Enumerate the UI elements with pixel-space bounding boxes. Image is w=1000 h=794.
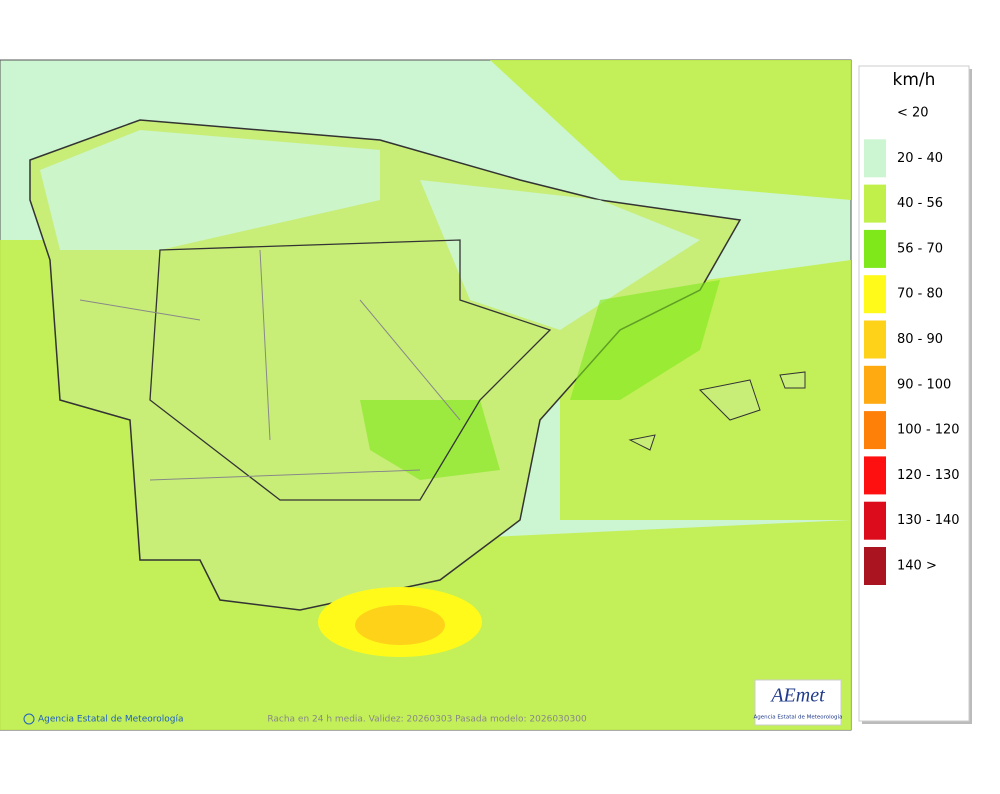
legend: km/h < 20 20 - 40 40 - 56 56 - 70 70 - 80 80 … (858, 65, 972, 724)
legend-swatch (864, 365, 886, 404)
legend-label: 140 > (897, 559, 937, 574)
legend-label: 20 - 40 (897, 151, 943, 166)
copyright-icon (23, 713, 35, 725)
logo-subtitle: Agencia Estatal de Meteorología (754, 714, 843, 721)
region-border (149, 239, 552, 501)
legend-label: 100 - 120 (897, 423, 960, 438)
logo-box (754, 679, 842, 726)
low-wind-zone (40, 130, 700, 330)
legend-swatch (864, 229, 886, 268)
legend-swatch (864, 411, 886, 450)
wind-zone (360, 280, 720, 480)
legend-swatch (864, 184, 886, 223)
province-border (79, 249, 461, 481)
legend-label: 40 - 56 (897, 196, 943, 211)
legend-swatch (864, 320, 886, 359)
legend-swatch (864, 139, 886, 178)
legend-unit: km/h (893, 70, 936, 90)
map-caption: Racha en 24 h media. Validez: 20260303 P… (267, 715, 587, 725)
wind-zone (355, 605, 445, 645)
legend-swatch (864, 547, 886, 585)
legend-label: 130 - 140 (897, 513, 960, 528)
legend-label: 90 - 100 (897, 377, 951, 392)
legend-label: < 20 (897, 106, 929, 121)
logo: AEmet (769, 685, 825, 707)
balearic-islands (628, 371, 806, 451)
legend-label: 80 - 90 (897, 332, 943, 347)
map: Agencia Estatal de Meteorología Racha en… (0, 59, 852, 731)
legend-label: 70 - 80 (897, 287, 943, 302)
legend-swatch (864, 456, 886, 495)
legend-label: 120 - 130 (897, 468, 960, 483)
legend-label: 56 - 70 (897, 241, 943, 256)
agency-credit: Agencia Estatal de Meteorología (38, 715, 184, 725)
legend-swatch (864, 501, 886, 540)
legend-swatch (864, 275, 886, 314)
